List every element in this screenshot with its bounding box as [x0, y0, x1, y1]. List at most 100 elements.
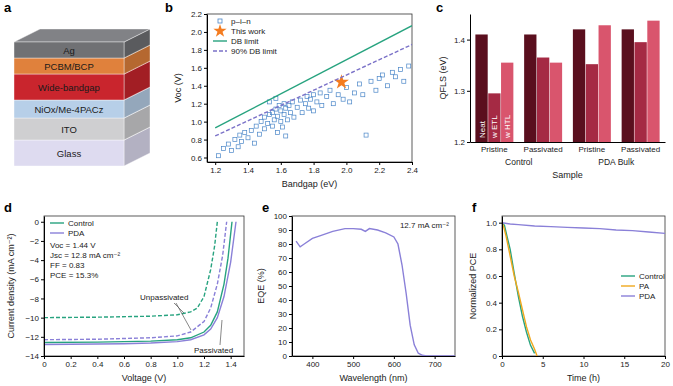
legend-note: Voc = 1.44 V [50, 241, 96, 250]
y-axis-tick: 90 [278, 226, 292, 235]
y-axis: 0.60.81.01.21.41.61.82.02.2 [191, 10, 208, 163]
x-axis-tick-mark [665, 356, 666, 359]
legend-swatch [213, 24, 226, 37]
y-axis-tick: 30 [278, 310, 292, 319]
y-axis-tick-mark [41, 337, 44, 338]
y-axis-tick: −8 [30, 295, 44, 304]
point [285, 118, 289, 122]
y-axis-tick-label: −6 [30, 275, 40, 284]
x-axis-tick: Passivated [524, 142, 563, 154]
line [502, 223, 665, 234]
y-axis-tick: 50 [278, 282, 292, 291]
y-axis-tick-label: 0.6 [191, 154, 203, 163]
x-axis-line [471, 142, 666, 143]
panel-f: 0510152000.20.40.60.81.0Time (h)Normaliz… [468, 200, 670, 383]
y-axis-tick-mark [289, 356, 292, 357]
point [369, 79, 373, 83]
y-axis-tick-label: −2 [30, 237, 40, 246]
x-axis-tick-mark [543, 356, 544, 359]
x-axis-tick-label: 0.6 [119, 360, 131, 369]
point [259, 120, 263, 124]
point [298, 98, 302, 102]
y-axis-tick: 1.2 [454, 138, 470, 147]
y-axis: 1.21.31.4 [454, 15, 471, 148]
legend-swatch [50, 222, 64, 223]
y-axis-tick: 1.8 [191, 46, 207, 55]
y-axis-tick: 0 [35, 218, 44, 227]
marks [44, 222, 236, 345]
annotation-arrow [176, 303, 191, 330]
x-axis-tick-mark [435, 356, 436, 359]
point [276, 130, 280, 134]
y-axis-tick-mark [204, 86, 207, 87]
y-axis-title: EQE (%) [256, 268, 266, 304]
y-axis-tick-label: 1.8 [191, 46, 203, 55]
point [361, 93, 365, 97]
x-axis-tick-label: 1.8 [309, 166, 321, 175]
x-axis-tick-mark [624, 356, 625, 359]
x-axis-tick-mark [312, 356, 313, 359]
legend: ControlPDAVoc = 1.44 VJsc = 12.8 mA cm⁻²… [50, 219, 121, 280]
y-axis-tick-mark [289, 258, 292, 259]
point [271, 124, 275, 128]
x-axis-tick: 600 [388, 356, 402, 369]
y-axis-tick-label: 30 [278, 310, 287, 319]
bar [501, 63, 513, 142]
point [216, 154, 220, 158]
point [312, 109, 316, 113]
legend-label: This work [231, 27, 266, 36]
point [257, 132, 261, 136]
point [385, 84, 389, 88]
point [307, 106, 311, 110]
y-axis-tick-label: 60 [278, 268, 287, 277]
y-axis-tick-label: 80 [278, 240, 287, 249]
y-axis-tick-mark [289, 342, 292, 343]
marks [296, 229, 455, 356]
legend-label: PA [639, 282, 650, 291]
point [243, 130, 247, 134]
y-axis-tick-label: 0.4 [486, 299, 498, 308]
y-axis-tick: 1.4 [191, 82, 207, 91]
y-axis-tick: 80 [278, 240, 292, 249]
point [341, 97, 345, 101]
point [325, 95, 329, 99]
point [236, 145, 240, 149]
x-axis-tick-label: 0.4 [92, 360, 104, 369]
y-axis-tick: 0.6 [191, 154, 207, 163]
point [353, 91, 357, 95]
y-axis-tick-mark [289, 314, 292, 315]
x-axis: PristinePassivatedPristinePassivated [471, 142, 666, 154]
bar [599, 25, 611, 142]
panel-label: a [4, 0, 12, 15]
y-axis-tick-label: 10 [278, 338, 287, 347]
layer: Ag [14, 29, 150, 58]
line [44, 222, 217, 318]
x-axis-title: Time (h) [567, 373, 600, 383]
marks [475, 21, 659, 142]
point [233, 138, 237, 142]
y-axis-tick: −14 [25, 352, 44, 361]
legend: p–i–nThis workDB limit90% DB limit [213, 17, 278, 56]
point [266, 121, 270, 125]
group-label: PDA Bulk [598, 157, 635, 167]
y-axis-tick: 1.3 [454, 87, 470, 96]
bar [524, 34, 536, 142]
point [300, 111, 304, 115]
x-axis-tick-label: 2.2 [374, 166, 386, 175]
y-axis-tick-label: 0.8 [191, 136, 203, 145]
y-axis-tick: 100 [274, 212, 292, 221]
bar [475, 34, 487, 142]
layer-front [14, 118, 124, 140]
x-axis-tick-label: 20 [661, 360, 670, 369]
y-axis-tick-label: 0.2 [486, 325, 498, 334]
y-axis-tick-label: 2.0 [191, 28, 203, 37]
y-axis-tick-mark [289, 328, 292, 329]
figure-root: aGlassITONiOx/Me-4PACzWide-bandgapPCBM/B… [0, 0, 673, 386]
layer-label: PCBM/BCP [44, 61, 94, 72]
plot-frame [44, 216, 244, 356]
x-axis-tick-mark [151, 356, 152, 359]
y-axis-tick-mark [41, 356, 44, 357]
x-axis-tick-mark [379, 162, 380, 165]
y-axis-tick: 1.0 [191, 118, 207, 127]
x-axis-tick-mark [97, 356, 98, 359]
